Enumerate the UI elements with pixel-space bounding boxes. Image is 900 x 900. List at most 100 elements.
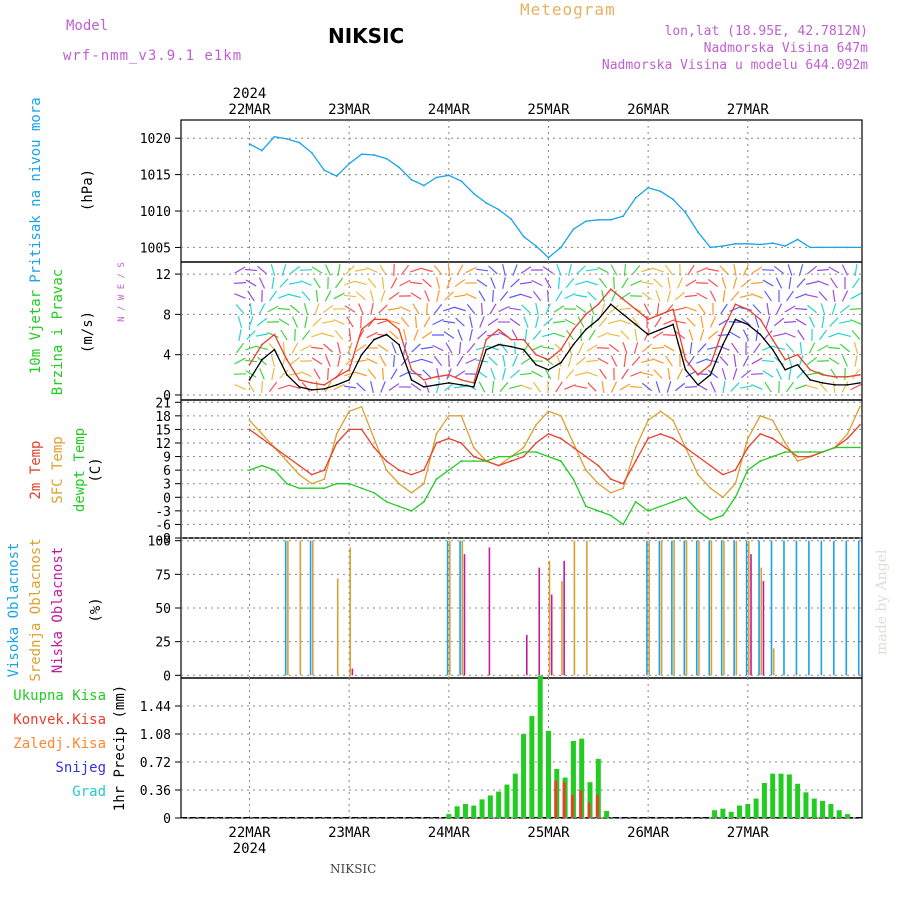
pressure-line-point — [522, 235, 525, 238]
cloud-bar — [673, 540, 675, 676]
wind-arrow — [545, 303, 551, 315]
wind-arrow — [392, 354, 396, 368]
y-tick-label: 9 — [163, 451, 171, 466]
wind-gust-line-point — [348, 368, 351, 371]
wind-arrow — [851, 330, 861, 340]
wind-arrow — [633, 342, 639, 354]
wind-arrow — [755, 328, 759, 342]
wind-arrow — [446, 277, 452, 289]
wind-arrow — [531, 279, 543, 287]
y-tick-label: 12 — [155, 437, 171, 452]
temp-2m-line-point — [261, 437, 263, 440]
wind-arrow — [521, 304, 531, 314]
wind-speed-line-point — [323, 388, 326, 390]
wind-gust-line-point — [821, 373, 824, 376]
wind-arrow — [568, 341, 572, 355]
total-precip-bar — [454, 806, 460, 818]
dewpoint-line-point — [460, 460, 463, 462]
wind-arrow — [466, 303, 476, 315]
wind-arrow — [544, 277, 552, 289]
wind-arrow — [730, 382, 740, 392]
wind-arrow — [828, 266, 840, 274]
wind-arrow — [608, 343, 620, 353]
wind-arrow — [839, 332, 851, 338]
sfc-temp-line-point — [846, 433, 849, 435]
wind-arrow — [806, 281, 818, 285]
wind-arrow — [234, 357, 246, 365]
wind-arrow — [356, 291, 366, 301]
wind-arrow — [271, 276, 275, 290]
wind-arrow — [523, 316, 529, 328]
wind-arrow — [512, 264, 518, 276]
wind-arrow — [388, 319, 400, 325]
wind-arrow — [784, 332, 796, 338]
wind-arrow — [820, 303, 826, 315]
wind-arrow — [410, 292, 422, 300]
wind-arrow — [695, 372, 709, 376]
total-precip-bar — [720, 808, 726, 818]
wind-arrow — [491, 380, 495, 394]
wind-arrow — [269, 290, 277, 302]
dewpoint-line-point — [634, 500, 637, 503]
cloud-bar — [287, 540, 289, 676]
wind-arrow — [841, 381, 849, 393]
model-label: Model — [66, 18, 109, 34]
wind-arrow — [663, 319, 675, 325]
wind-speed-line-point — [784, 368, 787, 371]
wind-arrow — [380, 381, 386, 393]
wind-arrow — [255, 333, 269, 337]
wind-arrow — [489, 303, 497, 315]
wind-arrow — [337, 355, 341, 367]
wind-arrow — [764, 381, 772, 393]
wind-arrow — [653, 278, 663, 288]
wind-arrow — [256, 345, 268, 351]
sfc-temp-line-point — [771, 419, 774, 422]
wind-arrow — [300, 280, 312, 286]
wind-arrow — [597, 332, 609, 338]
sfc-temp-line-point — [423, 482, 425, 485]
wind-speed-line-point — [622, 313, 625, 316]
wind-arrow — [652, 358, 664, 364]
sfc-temp-line-point — [634, 446, 637, 449]
wind-arrow — [841, 290, 849, 302]
wind-arrow — [587, 382, 597, 392]
wind-arrow — [234, 266, 246, 274]
wind-arrow — [564, 384, 576, 390]
pressure-line-point — [273, 135, 276, 138]
wind-gust-line-point — [547, 358, 550, 361]
y-tick-label: 1020 — [140, 132, 171, 147]
wind-arrow — [631, 316, 641, 328]
total-precip-bar — [487, 795, 493, 818]
y-tick-label: 1.44 — [140, 700, 171, 715]
dewpoint-line-point — [572, 478, 575, 481]
wind-arrow — [334, 277, 344, 289]
cloud-bar — [561, 581, 563, 676]
wind-arrow — [766, 302, 770, 316]
wind-arrow — [235, 304, 245, 314]
cloud-bar — [762, 581, 765, 676]
wind-arrow — [722, 289, 726, 303]
wind-speed-line-point — [659, 328, 662, 331]
sfc-temp-line-point — [385, 469, 388, 472]
compass-rose: N / W E / S — [117, 262, 127, 322]
wind-arrow — [247, 290, 255, 302]
wind-arrow — [808, 316, 816, 328]
wind-arrow — [818, 382, 828, 392]
cloud-bar — [349, 547, 351, 676]
sfc-temp-line-point — [746, 437, 749, 440]
total-precip-bar — [753, 798, 759, 818]
wind-arrow — [696, 292, 708, 300]
sfc-temp-line-point — [460, 414, 463, 417]
wind-arrow — [469, 316, 473, 328]
y-tick-label: 50 — [155, 602, 171, 617]
wind-gust-line-point — [472, 381, 475, 384]
wind-arrow — [751, 384, 763, 390]
cloud-bar — [284, 540, 287, 676]
wind-arrow — [740, 317, 752, 327]
wind-arrow — [586, 371, 598, 377]
top-day-label: 27MAR — [727, 102, 770, 118]
sfc-temp-line-point — [547, 410, 550, 413]
total-precip-bar — [745, 804, 751, 818]
temp-2m-line-point — [709, 464, 712, 467]
wind-arrow — [268, 381, 278, 393]
